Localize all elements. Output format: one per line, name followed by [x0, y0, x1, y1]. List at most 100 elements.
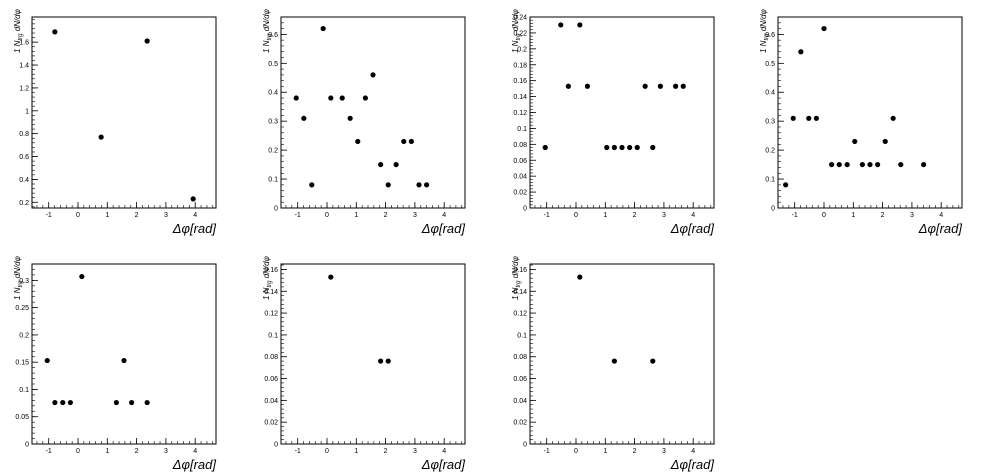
x-axis-title: Δφ[rad] [918, 221, 963, 236]
x-tick-label: 0 [574, 212, 578, 219]
y-tick-label: 0.4 [19, 177, 29, 184]
y-tick-label: 0 [771, 206, 775, 213]
plot-frame [529, 263, 715, 445]
data-point [829, 161, 835, 168]
x-tick-label: 0 [76, 448, 80, 455]
data-point [836, 161, 842, 168]
y-axis-title: 1 Ntrg dN/dφ [13, 256, 24, 300]
chart-panel-1: -1 0 1 2 3 4 0.2 0.4 0.6 0.8 1 1.2 1.4 1.6 Δφ[rad] 1 Nt… [13, 9, 217, 236]
x-tick-label: 4 [939, 212, 943, 219]
data-point [362, 95, 368, 101]
x-axis-title: Δφ[rad] [172, 221, 217, 236]
data-point [634, 144, 640, 151]
data-point [611, 144, 617, 151]
data-point [355, 138, 361, 145]
y-tick-label: 0.5 [765, 61, 775, 68]
data-point [577, 22, 583, 28]
x-tick-label: 2 [633, 212, 637, 219]
data-point [806, 115, 812, 121]
data-point [416, 182, 422, 188]
x-tick-label: 4 [691, 212, 695, 219]
y-tick-label: 0.6 [19, 154, 29, 161]
y-axis-title: 1 Ntrg dN/dφ [262, 256, 273, 300]
y-tick-label: 0.02 [513, 190, 527, 197]
chart-panel-3: -1 0 1 2 3 4 0 0.02 0.04 0.06 0.08 0.1 0.12 0.14 0.16 0… [511, 9, 715, 236]
x-tick-label: 3 [910, 212, 914, 219]
data-point [408, 138, 414, 145]
y-tick-label: 0.5 [268, 61, 278, 68]
data-point [642, 83, 648, 89]
data-point [798, 49, 804, 55]
chart-panel-6: -1 0 1 2 3 4 0 0.02 0.04 0.06 0.08 0.1 0.12 0.14 0.16 Δ… [262, 256, 466, 472]
data-point [565, 83, 571, 89]
data-point [328, 95, 334, 101]
y-axis-title: 1 Ntrg dN/dφ [511, 256, 522, 300]
x-tick-label: 3 [164, 212, 168, 219]
y-tick-label: 1.2 [19, 85, 29, 92]
y-tick-label: 0 [274, 206, 278, 213]
x-axis-title: Δφ[rad] [670, 221, 715, 236]
y-tick-label: 0.18 [513, 62, 527, 69]
data-point [577, 274, 583, 280]
plot-frame [280, 16, 466, 209]
data-point [890, 115, 896, 121]
y-tick-label: 0.24 [513, 15, 527, 22]
data-point [604, 144, 610, 151]
x-tick-label: 2 [384, 448, 388, 455]
data-point [378, 161, 384, 168]
x-tick-label: 3 [164, 448, 168, 455]
x-tick-label: -1 [295, 448, 301, 455]
x-tick-label: -1 [544, 448, 550, 455]
data-point [60, 399, 66, 406]
x-tick-label: 1 [851, 212, 855, 219]
data-point [611, 358, 617, 364]
x-tick-label: 4 [442, 212, 446, 219]
data-point [293, 95, 299, 101]
data-point [627, 144, 633, 151]
x-tick-label: 4 [442, 448, 446, 455]
y-tick-label: 0.14 [513, 289, 527, 296]
data-point [783, 182, 789, 188]
y-tick-label: 0.1 [19, 387, 29, 394]
data-point [320, 25, 326, 32]
x-tick-label: 1 [354, 212, 358, 219]
y-tick-label: 0.08 [264, 354, 278, 361]
x-tick-label: 3 [413, 448, 417, 455]
x-axis-title: Δφ[rad] [670, 457, 715, 472]
data-point [790, 115, 796, 121]
y-tick-label: 0.4 [268, 90, 278, 97]
y-axis-title: 1 Ntrg dN/dφ [262, 9, 273, 53]
y-tick-label: 0.1 [268, 332, 278, 339]
plot-frame [31, 16, 217, 209]
data-point [113, 399, 119, 406]
data-point [558, 22, 564, 28]
y-tick-label: 1 [25, 108, 29, 115]
data-point [393, 161, 399, 168]
data-point [401, 138, 407, 145]
x-tick-label: 1 [354, 448, 358, 455]
chart-panel-2: -1 0 1 2 3 4 0 0.1 0.2 0.3 0.4 0.5 0.6 Δφ[rad] 1 Ntrg … [262, 9, 466, 236]
data-point [79, 273, 85, 280]
data-point [385, 182, 391, 188]
x-axis-title: Δφ[rad] [421, 457, 466, 472]
data-point [813, 115, 819, 121]
y-tick-label: 0.06 [513, 158, 527, 165]
x-tick-label: -1 [295, 212, 301, 219]
y-tick-label: 0.1 [765, 177, 775, 184]
y-tick-label: 0.16 [513, 267, 527, 274]
data-point [650, 358, 656, 364]
y-tick-label: 0.2 [765, 148, 775, 155]
x-axis-title: Δφ[rad] [172, 457, 217, 472]
plot-frame [777, 16, 963, 209]
x-tick-label: 1 [105, 212, 109, 219]
data-point [852, 138, 858, 145]
data-point [542, 144, 548, 151]
x-tick-label: 3 [413, 212, 417, 219]
data-point [921, 161, 927, 168]
y-tick-label: 0 [523, 442, 527, 449]
y-tick-label: 0.8 [19, 131, 29, 138]
data-point [385, 358, 391, 364]
x-tick-label: 4 [691, 448, 695, 455]
y-tick-label: 0.08 [513, 142, 527, 149]
